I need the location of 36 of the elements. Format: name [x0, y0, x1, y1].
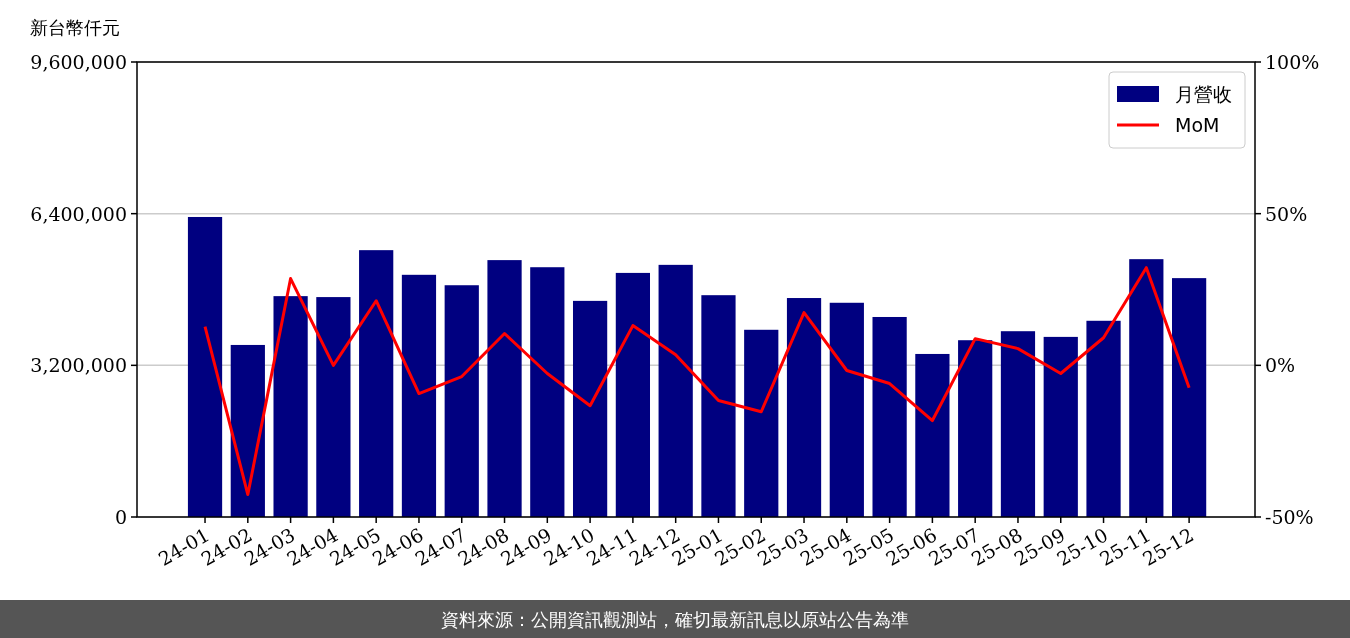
y2-tick-label: -50%: [1265, 506, 1314, 528]
bar: [958, 340, 993, 517]
bar: [658, 264, 693, 517]
y-axis-title: 新台幣仟元: [30, 17, 120, 38]
bar: [273, 296, 308, 517]
y2-tick-label: 50%: [1265, 202, 1308, 225]
y-tick-label: 3,200,000: [30, 354, 127, 377]
bar: [359, 250, 394, 517]
bar: [487, 260, 522, 517]
legend-label: MoM: [1175, 114, 1220, 136]
y-tick-label: 9,600,000: [30, 51, 127, 73]
bar: [872, 316, 907, 517]
y2-tick-label: 100%: [1265, 51, 1320, 73]
bar: [316, 297, 351, 517]
bar: [786, 298, 822, 517]
bar: [530, 267, 565, 517]
bar: [1043, 336, 1078, 517]
bar: [230, 344, 265, 517]
bar: [187, 216, 223, 517]
y2-tick-label: 0%: [1265, 354, 1296, 377]
y-tick-label: 6,400,000: [30, 202, 127, 225]
bar: [1086, 320, 1121, 517]
bar: [615, 272, 650, 517]
bar: [401, 274, 437, 517]
bar: [1129, 259, 1164, 517]
bar: [744, 329, 779, 517]
bar: [829, 302, 864, 517]
bar: [1000, 331, 1036, 517]
bar: [701, 295, 736, 517]
y-tick-label: 0: [114, 506, 127, 528]
bar: [444, 285, 479, 517]
bar: [572, 300, 608, 517]
bar: [915, 353, 950, 517]
source-note: 資料來源：公開資訊觀測站，確切最新訊息以原站公告為準: [441, 609, 909, 630]
legend-label: 月營收: [1175, 83, 1232, 105]
bar: [1171, 278, 1207, 517]
